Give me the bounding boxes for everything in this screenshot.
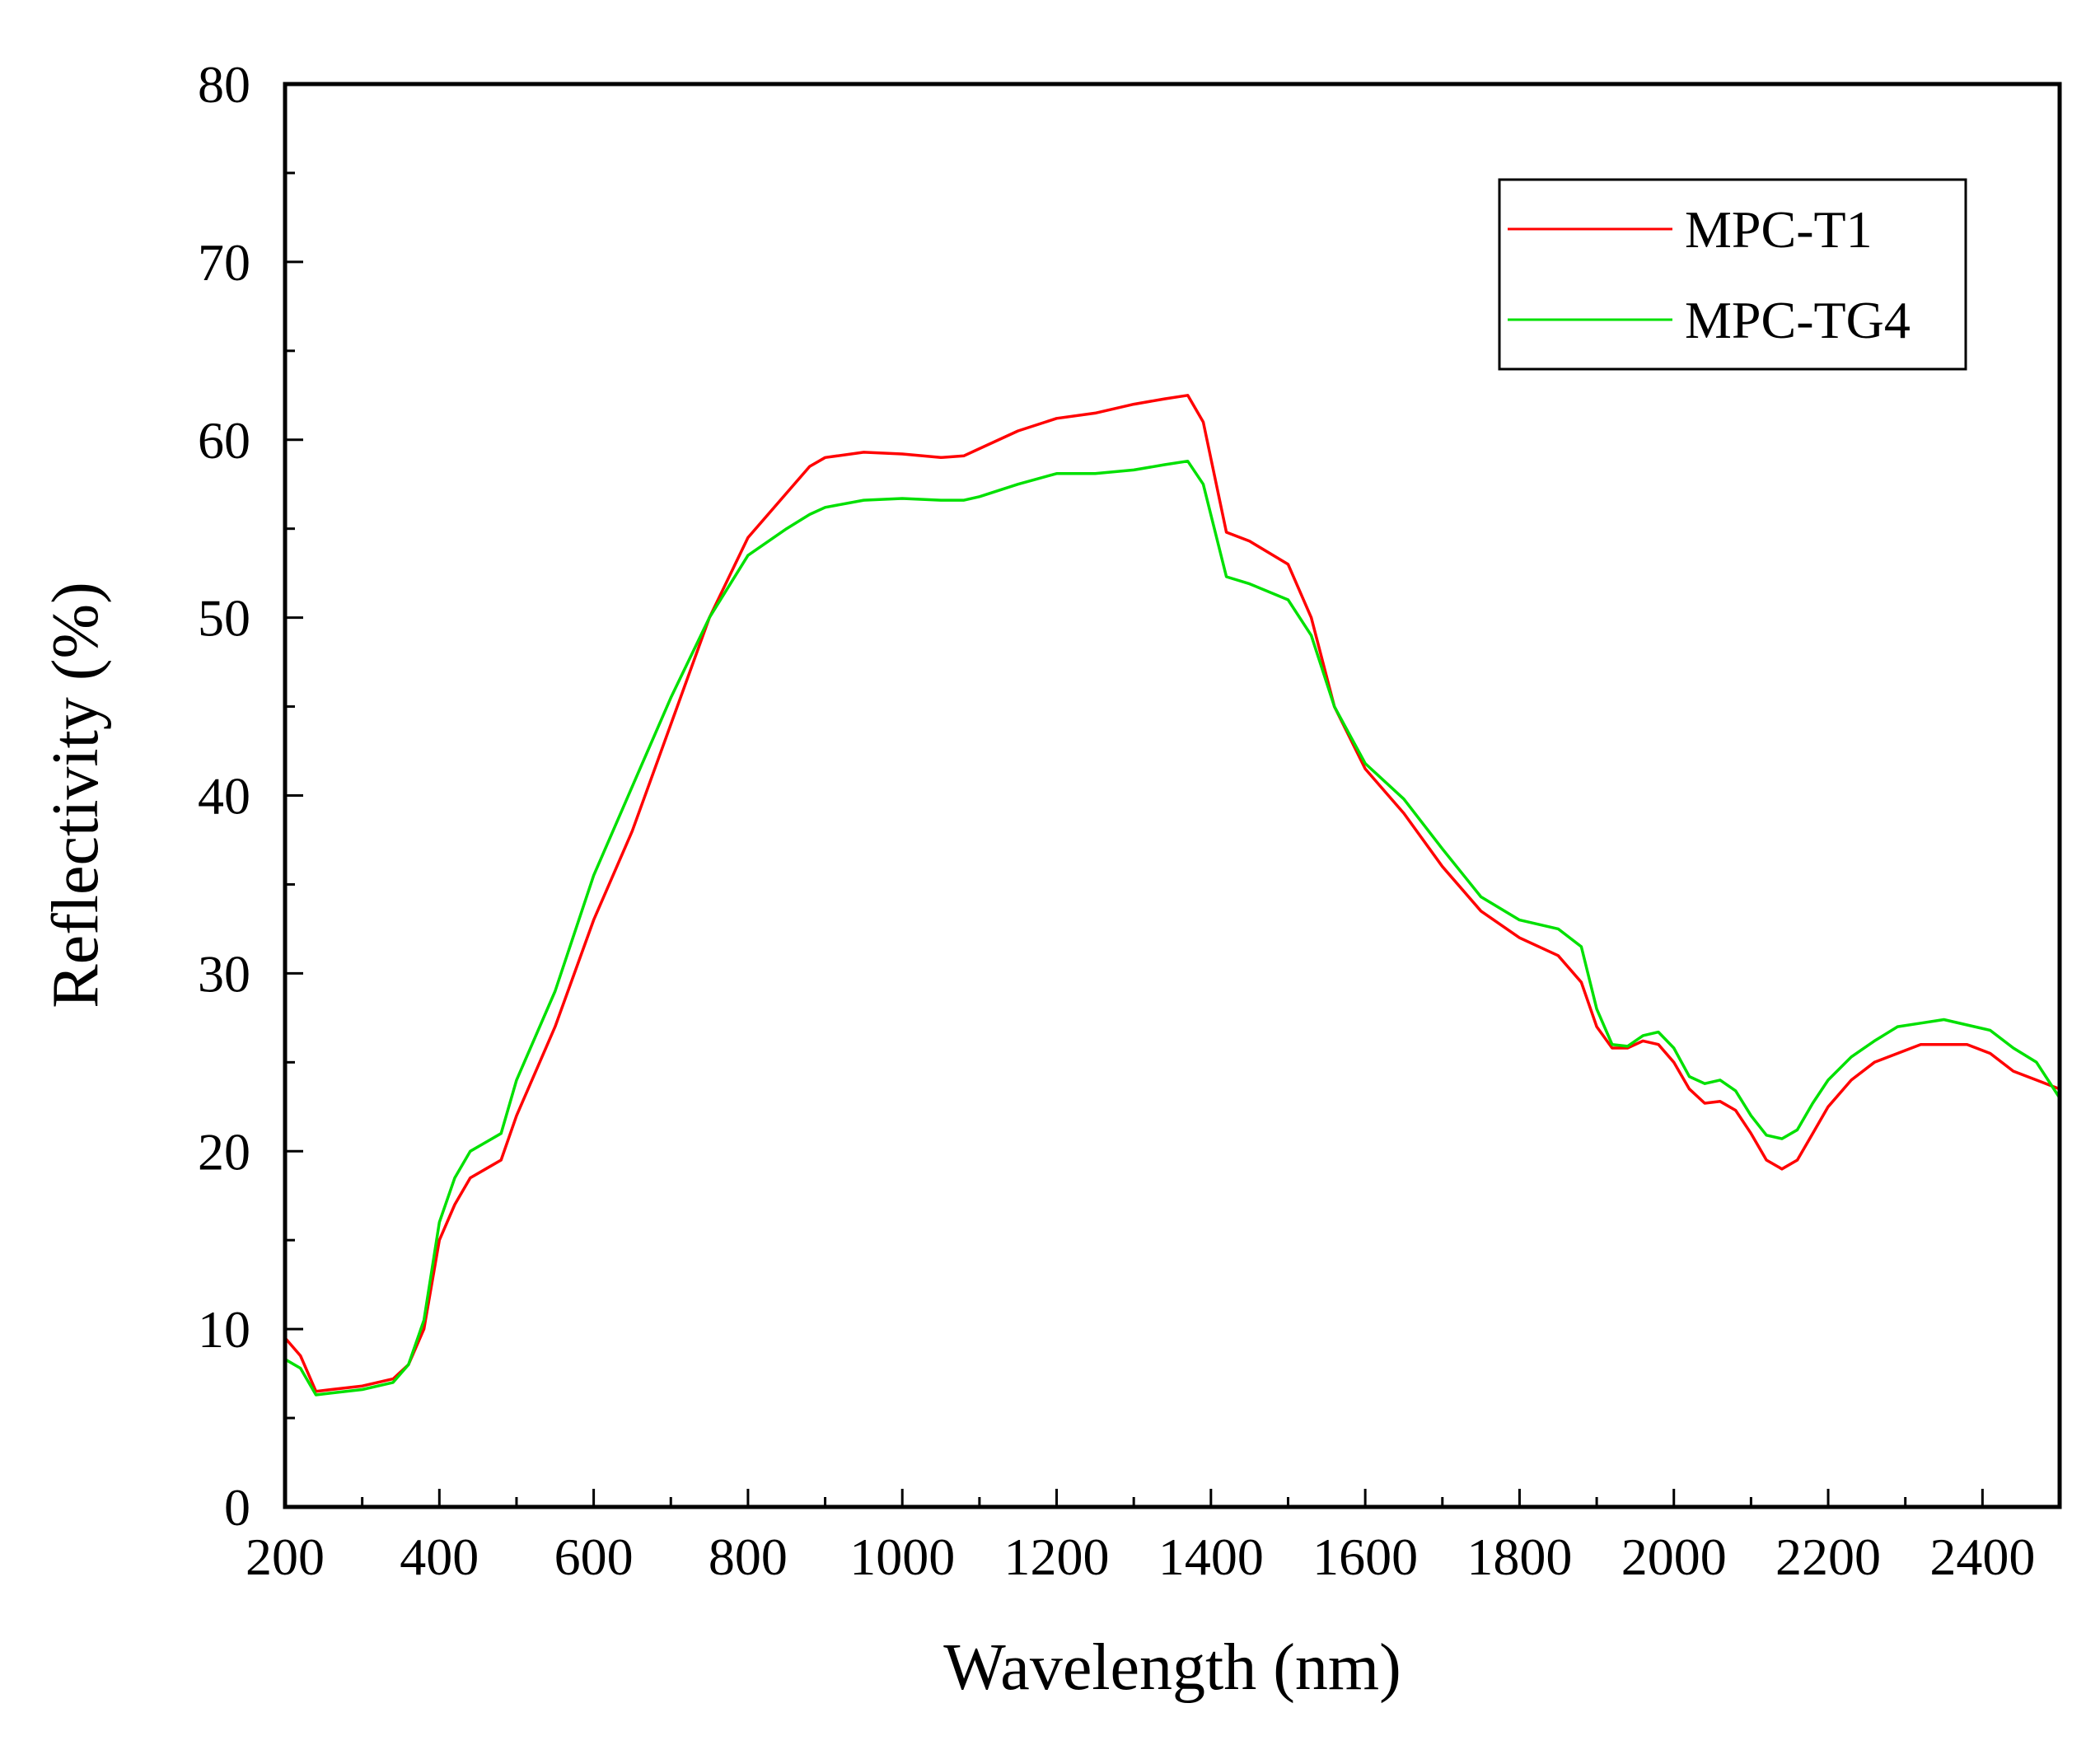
y-tick-label-80: 80 bbox=[198, 55, 250, 114]
y-tick-label-10: 10 bbox=[198, 1300, 250, 1359]
y-tick-label-0: 0 bbox=[224, 1478, 250, 1537]
series-line-mpc-t1 bbox=[283, 394, 2060, 1393]
x-tick-label-400: 400 bbox=[400, 1528, 479, 1586]
x-tick-label-200: 200 bbox=[246, 1528, 325, 1586]
ticks-layer: 200 400 600 800 1000 1200 1400 1600 1800 2000 2200… bbox=[198, 55, 2061, 1586]
y-tick-label-40: 40 bbox=[198, 767, 250, 826]
x-tick-label-2200: 2200 bbox=[1775, 1528, 1881, 1586]
x-tick-label-2400: 2400 bbox=[1929, 1528, 2035, 1586]
x-axis-title: Wavelength (nm) bbox=[943, 1631, 1401, 1704]
x-tick-label-1200: 1200 bbox=[1004, 1528, 1110, 1586]
plot-frame bbox=[283, 82, 2062, 1509]
x-tick-label-800: 800 bbox=[709, 1528, 788, 1586]
y-tick-label-30: 30 bbox=[198, 944, 250, 1003]
y-axis-title: Reflectivity (%) bbox=[40, 582, 112, 1008]
x-tick-label-1400: 1400 bbox=[1158, 1528, 1264, 1586]
legend-label-mpc-t1: MPC-T1 bbox=[1685, 200, 1873, 259]
series-layer bbox=[283, 394, 2061, 1397]
legend-label-mpc-tg4: MPC-TG4 bbox=[1685, 291, 1911, 349]
legend: MPC-T1 MPC-TG4 bbox=[1498, 178, 1967, 371]
x-tick-label-2000: 2000 bbox=[1621, 1528, 1727, 1586]
legend-box bbox=[1498, 178, 1967, 371]
x-tick-label-1800: 1800 bbox=[1466, 1528, 1572, 1586]
y-tick-label-20: 20 bbox=[198, 1122, 250, 1181]
x-tick-label-600: 600 bbox=[554, 1528, 634, 1586]
y-tick-label-60: 60 bbox=[198, 411, 250, 470]
x-tick-label-1000: 1000 bbox=[849, 1528, 955, 1586]
series-line-mpc-tg4 bbox=[284, 459, 2061, 1397]
x-tick-label-1600: 1600 bbox=[1312, 1528, 1418, 1586]
y-tick-label-70: 70 bbox=[198, 233, 250, 292]
y-tick-label-50: 50 bbox=[198, 589, 250, 648]
